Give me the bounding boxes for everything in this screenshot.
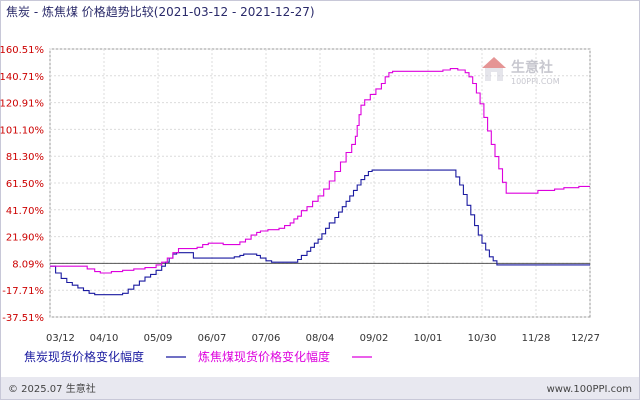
x-tick-label: 04/10 (90, 333, 119, 344)
series-line-1 (50, 68, 590, 274)
x-tick-label: 10/30 (468, 333, 497, 344)
x-tick-label: 08/04 (306, 333, 335, 344)
x-tick-label: 09/02 (360, 333, 389, 344)
x-tick-label: 05/09 (144, 333, 173, 344)
x-axis-ticks: 03/12 04/10 05/09 06/07 07/06 08/04 09/02 10/01… (46, 333, 600, 344)
y-axis-ticks: 160.51% 140.71% 120.91% 101.10% 81.30% 61.50%… (0, 45, 44, 324)
x-tick-label: 06/07 (198, 333, 227, 344)
x-tick-label: 03/12 (46, 333, 75, 344)
y-tick-label: 140.71% (0, 72, 44, 83)
house-icon (482, 57, 506, 81)
x-tick-label: 10/01 (414, 333, 443, 344)
watermark-brand: 生意社 (511, 59, 553, 76)
legend-label-coking-coal: 炼焦煤现货价格变化幅度 (198, 349, 330, 364)
y-tick-label: 120.91% (0, 99, 44, 110)
y-tick-label: 101.10% (0, 125, 44, 136)
y-tick-label: -37.51% (2, 313, 44, 324)
footer-bar: © 2025.07 生意社 www.100PPI.com (1, 377, 639, 399)
y-tick-label: 61.50% (6, 179, 44, 190)
series-lines (50, 68, 590, 296)
y-tick-label: 8.09% (12, 259, 44, 270)
y-tick-label: -17.71% (2, 286, 44, 297)
y-tick-label: 41.70% (6, 206, 44, 217)
legend-label-coke: 焦炭现货价格变化幅度 (24, 349, 144, 364)
x-tick-label: 11/28 (522, 333, 551, 344)
x-tick-label: 07/06 (252, 333, 281, 344)
watermark-logo: 生意社 100PPI.COM (482, 57, 560, 86)
legend-item-coking-coal: 炼焦煤现货价格变化幅度 (198, 349, 372, 364)
footer-site-link[interactable]: www.100PPI.com (547, 384, 632, 395)
footer-copyright: © 2025.07 生意社 (8, 382, 96, 395)
y-tick-label: 81.30% (6, 152, 44, 163)
x-tick-label: 12/27 (571, 333, 600, 344)
y-tick-label: 21.90% (6, 233, 44, 244)
grid-lines (49, 48, 591, 318)
series-line-0 (50, 169, 590, 296)
y-tick-label: 160.51% (0, 45, 44, 56)
watermark-url: 100PPI.COM (511, 77, 560, 86)
legend-item-coke: 焦炭现货价格变化幅度 (24, 349, 186, 364)
legend: 焦炭现货价格变化幅度 炼焦煤现货价格变化幅度 (24, 349, 372, 364)
chart-title: 焦炭 - 炼焦煤 价格趋势比较(2021-03-12 - 2021-12-27) (6, 4, 315, 19)
